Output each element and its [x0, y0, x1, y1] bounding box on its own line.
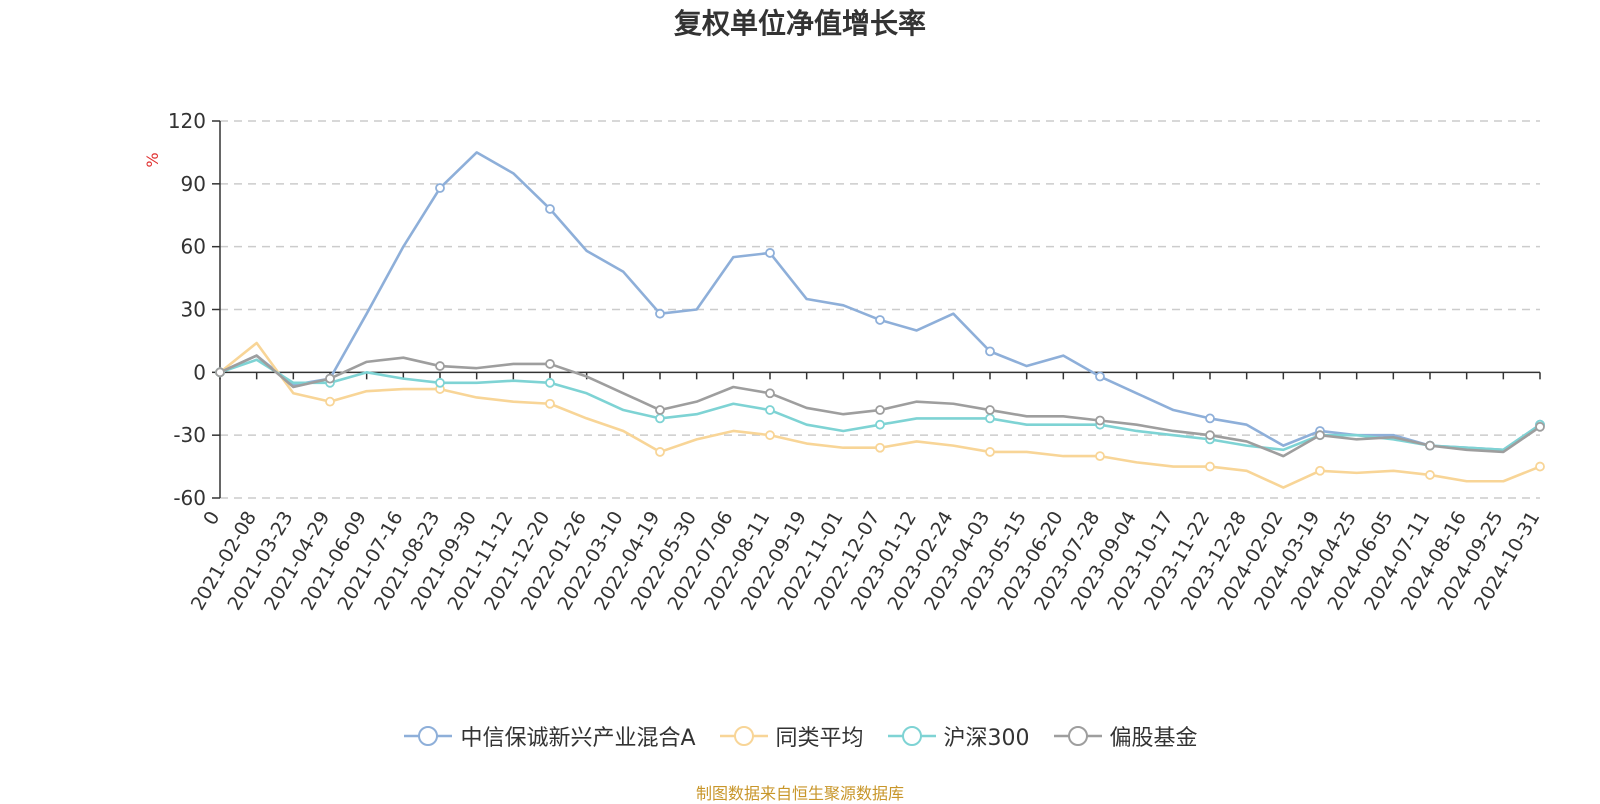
series-lines [215, 151, 1545, 489]
data-point [1095, 415, 1105, 426]
x-tick-label: 0 [199, 508, 224, 529]
data-point [1425, 470, 1435, 480]
data-point [1535, 421, 1545, 432]
data-point [1315, 465, 1325, 476]
data-point [1095, 371, 1105, 382]
data-point [1315, 430, 1325, 441]
legend-marker [901, 726, 922, 746]
series-line-1 [219, 341, 1541, 489]
data-point [985, 413, 995, 424]
data-point [655, 413, 665, 424]
data-point [325, 373, 335, 384]
data-point [545, 398, 555, 409]
data-point [875, 315, 885, 325]
y-tick-label: 90 [181, 172, 206, 196]
y-tick-label: 120 [168, 109, 206, 133]
legend-label: 沪深300 [943, 726, 1030, 751]
legend-item[interactable]: 同类平均 [718, 720, 864, 752]
y-tick-label: 60 [181, 235, 206, 259]
data-point [215, 367, 225, 378]
data-point [1535, 461, 1545, 472]
legend-marker [733, 726, 754, 746]
legend-swatch-icon [404, 726, 453, 746]
data-point [765, 248, 775, 258]
data-point [1205, 413, 1215, 424]
data-point [655, 405, 665, 415]
data-point [545, 359, 555, 369]
data-point [325, 396, 335, 407]
data-point [655, 308, 665, 319]
legend-item[interactable]: 中信保诚新兴产业混合A [402, 720, 696, 752]
data-point [985, 346, 995, 357]
data-point [1095, 451, 1105, 462]
y-tick-label: 0 [193, 360, 206, 384]
legend-label: 中信保诚新兴产业混合A [460, 726, 696, 751]
legend-swatch-icon [719, 726, 768, 746]
data-point [435, 377, 445, 388]
data-point [545, 204, 555, 214]
data-point [1205, 461, 1215, 472]
chart-title: 复权单位净值增长率 [673, 7, 926, 40]
legend-swatch-icon [1053, 726, 1102, 746]
x-tick-labels: 02021-02-082021-03-232021-04-292021-06-0… [187, 507, 1545, 614]
data-point [545, 377, 555, 388]
data-point [765, 405, 775, 415]
y-tick-label: 30 [181, 298, 206, 322]
y-tick-label: -30 [173, 423, 206, 447]
data-point [1425, 440, 1435, 451]
data-point [875, 442, 885, 453]
y-tick-label: -60 [173, 486, 206, 510]
legend-label: 偏股基金 [1109, 726, 1198, 751]
data-point [765, 430, 775, 441]
legend: 中信保诚新兴产业混合A 同类平均 沪深300 偏股基金 [0, 720, 1600, 752]
grid-lines [220, 120, 1540, 499]
source-note: 制图数据来自恒生聚源数据库 [695, 784, 904, 803]
y-axis-label: % [143, 152, 162, 167]
data-point [435, 361, 445, 371]
legend-swatch-icon [887, 726, 936, 746]
data-point [985, 405, 995, 415]
data-point [765, 388, 775, 399]
legend-marker [1067, 726, 1088, 746]
data-point [655, 447, 665, 457]
legend-label: 同类平均 [775, 726, 864, 751]
y-tick-labels: 120 90 60 30 0 -30 -60 [168, 109, 206, 510]
legend-item[interactable]: 偏股基金 [1052, 720, 1198, 752]
data-point [985, 447, 995, 457]
legend-marker [418, 726, 439, 746]
data-point [435, 183, 445, 193]
data-point [875, 419, 885, 430]
legend-item[interactable]: 沪深300 [886, 720, 1030, 752]
data-point [875, 405, 885, 415]
data-point [1205, 430, 1215, 441]
